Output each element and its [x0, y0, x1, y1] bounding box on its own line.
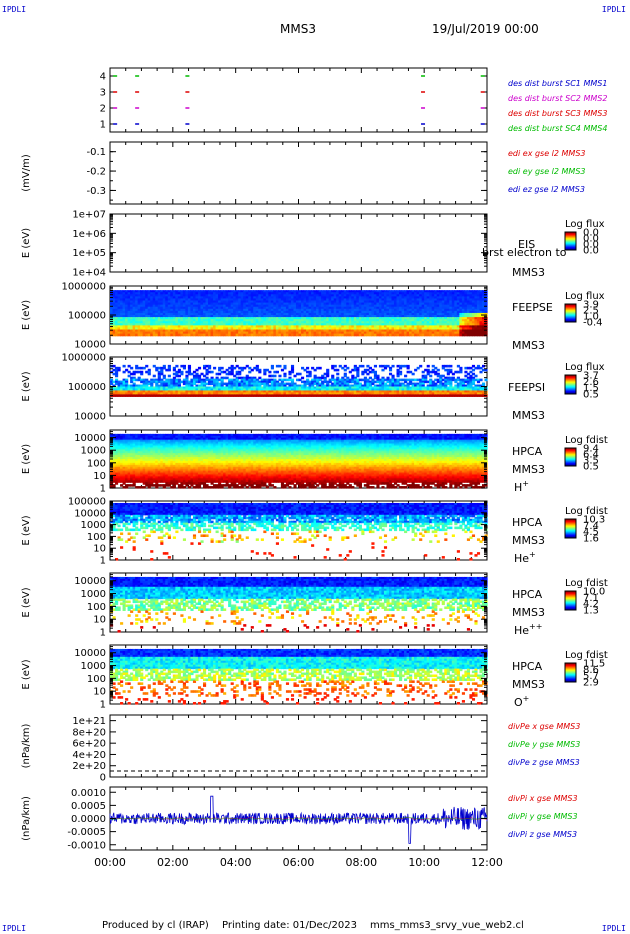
feepsi-panel-cell [153, 375, 156, 378]
feepse-panel-ylabel: E (eV) [21, 300, 32, 330]
feepsi-panel-cell [268, 371, 271, 374]
feepsi-panel-cell [336, 369, 339, 372]
eis-panel-ylabel: E (eV) [21, 228, 32, 258]
feepse-panel-spectrogram [110, 290, 488, 336]
feepsi-panel-cell [183, 367, 186, 370]
feepsi-panel-cell [145, 365, 148, 368]
eis-panel-ytick-label: 1e+04 [72, 268, 106, 279]
feepsi-panel-cell [326, 375, 329, 378]
edi-panel-ytick-label: -0.1 [86, 147, 106, 158]
eis-panel-colorbar-tick: 0.0 [583, 246, 599, 257]
figure-canvas: 1 2 3 4 des dist burst SC1 MMS1 des dist burs… [0, 0, 630, 934]
feepsi-panel-cell [283, 367, 286, 370]
feepsi-panel-spectrogram [110, 365, 488, 397]
feepsi-panel-cell [299, 373, 302, 376]
feepsi-panel-cell [168, 375, 171, 378]
burst-panel-ytick-label: 3 [100, 88, 106, 99]
feepsi-panel-cell [319, 367, 322, 370]
feepsi-panel-cell [213, 367, 216, 370]
feepsi-panel-cell [258, 371, 261, 374]
feepsi-panel-cell [291, 371, 294, 374]
feepsi-panel-cell [148, 373, 151, 376]
burst-panel-legend-entry: des dist burst SC1 MMS1 [508, 79, 607, 88]
burst-panel-legend-entry: des dist burst SC4 MMS4 [508, 124, 607, 133]
eis-panel-side-label: MMS3 [512, 266, 545, 279]
feepsi-panel-cell [334, 365, 337, 368]
feepsi-panel-cell [309, 375, 312, 378]
feepsi-panel-cell [273, 375, 276, 378]
edi-panel-ytick-label: -0.2 [86, 167, 106, 178]
feepsi-panel-cell [374, 365, 377, 368]
feepsi-panel-cell [336, 373, 339, 376]
feepse-panel-ytick-label: 100000 [68, 311, 106, 322]
feepsi-panel-cell [180, 373, 183, 376]
feepsi-panel-cell [346, 367, 349, 370]
burst-panel-legend-entry: des dist burst SC2 MMS2 [508, 94, 607, 103]
feepsi-panel-cell [356, 375, 359, 378]
feepsi-panel-cell [306, 367, 309, 370]
burst-panel-frame [110, 68, 487, 132]
feepsi-panel-cell [283, 375, 286, 378]
feepsi-panel-cell [208, 367, 211, 370]
eis-panel-frame [110, 214, 487, 272]
feepsi-panel-cell [278, 365, 281, 368]
feepsi-panel-cell [175, 365, 178, 368]
edi-panel-ylabel: (mV/m) [21, 154, 32, 192]
feepsi-panel-cell [276, 371, 279, 374]
edi-panel-legend-entry: edi ez gse l2 MMS3 [508, 185, 585, 194]
burst-panel-ytick-label: 2 [100, 104, 106, 115]
feepsi-panel-cell [278, 375, 281, 378]
edi-panel-legend-entry: edi ex gse l2 MMS3 [508, 149, 586, 158]
feepsi-panel-cell [221, 367, 224, 370]
eis-panel-overlay-text: brst electron to [482, 246, 567, 259]
edi-panel-ytick-label: -0.3 [86, 186, 106, 197]
eis-panel-ytick-label: 1e+07 [72, 210, 106, 221]
feepsi-panel-cell [118, 369, 121, 372]
feepsi-panel-cell [271, 367, 274, 370]
feepse-panel-colorbar-tick: -0.4 [583, 318, 603, 329]
eis-panel-ytick-label: 1e+06 [72, 229, 106, 240]
edi-panel-legend-entry: edi ey gse l2 MMS3 [508, 167, 586, 176]
feepsi-panel-cell [168, 369, 171, 372]
feepsi-panel-cell [238, 373, 241, 376]
feepsi-panel-cell [115, 375, 118, 378]
feepse-panel-ytick-label: 10000 [74, 340, 106, 351]
feepsi-panel-cell [140, 373, 143, 376]
feepsi-panel-cell [301, 377, 304, 380]
feepsi-panel-cell [263, 373, 266, 376]
feepsi-panel-cell [361, 365, 364, 368]
feepsi-panel-cell [198, 367, 201, 370]
feepse-panel-side-label: MMS3 [512, 339, 545, 352]
feepsi-panel-cell [130, 367, 133, 370]
burst-panel-ytick-label: 1 [100, 120, 106, 131]
burst-panel-legend-entry: des dist burst SC3 MMS3 [508, 109, 607, 118]
feepse-panel-side-label: FEEPSE [512, 301, 553, 314]
feepsi-panel-cell [123, 365, 126, 368]
feepse-panel-ytick-label: 1000000 [61, 282, 106, 293]
feepsi-panel-cell [211, 371, 214, 374]
eis-panel-ytick-label: 1e+05 [72, 248, 106, 259]
edi-panel-frame [110, 142, 487, 204]
burst-panel-ytick-label: 4 [100, 72, 106, 83]
